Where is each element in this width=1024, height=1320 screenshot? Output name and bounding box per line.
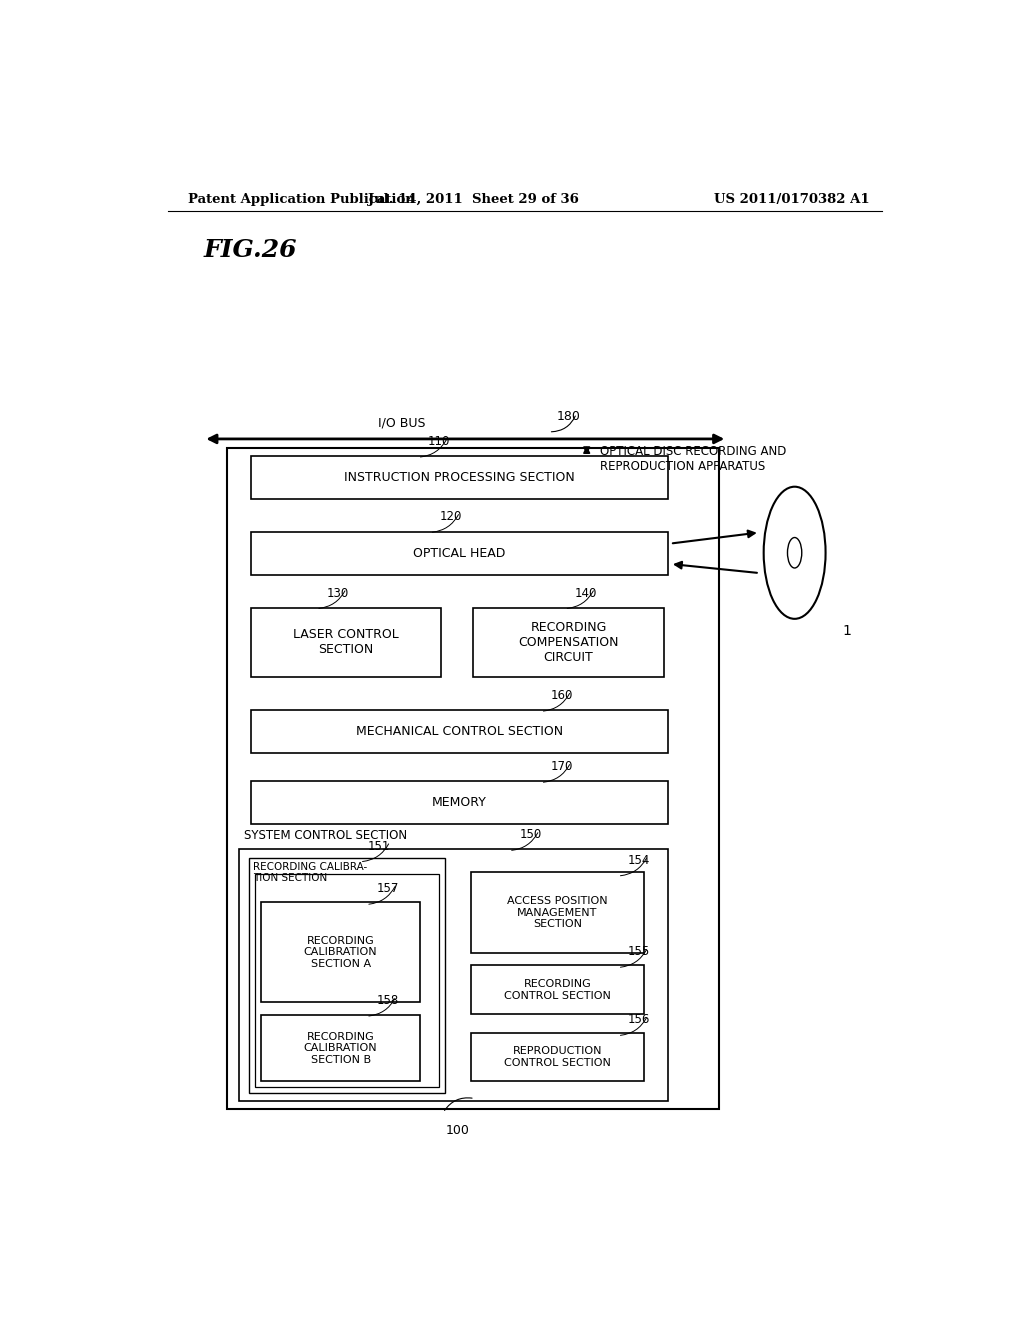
Text: 160: 160 (551, 689, 573, 702)
Text: 1: 1 (842, 624, 851, 638)
Bar (473, 607, 664, 677)
Text: 130: 130 (327, 586, 348, 599)
Bar (261, 1015, 420, 1081)
Bar (261, 903, 420, 1002)
Text: Patent Application Publication: Patent Application Publication (187, 193, 415, 206)
Text: 155: 155 (628, 945, 650, 958)
Bar (249, 858, 445, 1093)
Text: OPTICAL DISC RECORDING AND
REPRODUCTION APPARATUS: OPTICAL DISC RECORDING AND REPRODUCTION … (600, 445, 786, 473)
Text: 140: 140 (574, 586, 597, 599)
Bar (240, 849, 668, 1101)
Text: REPRODUCTION
CONTROL SECTION: REPRODUCTION CONTROL SECTION (504, 1045, 610, 1068)
Ellipse shape (764, 487, 825, 619)
Bar (471, 965, 644, 1014)
Text: 100: 100 (445, 1125, 469, 1137)
Text: FIG.26: FIG.26 (204, 238, 297, 261)
Text: RECORDING CALIBRA-
TION SECTION: RECORDING CALIBRA- TION SECTION (253, 862, 368, 883)
Bar (251, 607, 441, 677)
Bar (227, 447, 719, 1109)
Text: RECORDING
COMPENSATION
CIRCUIT: RECORDING COMPENSATION CIRCUIT (518, 620, 618, 664)
Text: ACCESS POSITION
MANAGEMENT
SECTION: ACCESS POSITION MANAGEMENT SECTION (507, 896, 607, 929)
Text: Jul. 14, 2011  Sheet 29 of 36: Jul. 14, 2011 Sheet 29 of 36 (368, 193, 579, 206)
Text: 154: 154 (628, 854, 650, 867)
Text: INSTRUCTION PROCESSING SECTION: INSTRUCTION PROCESSING SECTION (344, 471, 574, 484)
Text: 157: 157 (377, 882, 398, 895)
Text: 120: 120 (440, 511, 462, 523)
Text: 110: 110 (428, 436, 451, 447)
Text: 170: 170 (551, 760, 573, 774)
Text: MECHANICAL CONTROL SECTION: MECHANICAL CONTROL SECTION (355, 725, 563, 738)
Bar (471, 873, 644, 953)
Bar (251, 710, 668, 752)
Text: US 2011/0170382 A1: US 2011/0170382 A1 (715, 193, 870, 206)
Text: 158: 158 (377, 994, 398, 1007)
Text: 151: 151 (368, 840, 390, 853)
Text: 156: 156 (628, 1014, 650, 1027)
Text: RECORDING
CONTROL SECTION: RECORDING CONTROL SECTION (504, 979, 610, 1001)
Bar (255, 874, 439, 1088)
Bar (251, 457, 668, 499)
Text: RECORDING
CALIBRATION
SECTION B: RECORDING CALIBRATION SECTION B (304, 1032, 378, 1065)
Text: OPTICAL HEAD: OPTICAL HEAD (413, 548, 506, 560)
Text: I/O BUS: I/O BUS (378, 416, 426, 429)
Text: MEMORY: MEMORY (432, 796, 486, 809)
Bar (251, 781, 668, 824)
Text: 180: 180 (557, 409, 581, 422)
Text: SYSTEM CONTROL SECTION: SYSTEM CONTROL SECTION (244, 829, 407, 842)
Text: 150: 150 (519, 829, 542, 841)
Ellipse shape (787, 537, 802, 568)
Bar (251, 532, 668, 576)
Text: RECORDING
CALIBRATION
SECTION A: RECORDING CALIBRATION SECTION A (304, 936, 378, 969)
Bar (471, 1032, 644, 1081)
Text: LASER CONTROL
SECTION: LASER CONTROL SECTION (293, 628, 399, 656)
